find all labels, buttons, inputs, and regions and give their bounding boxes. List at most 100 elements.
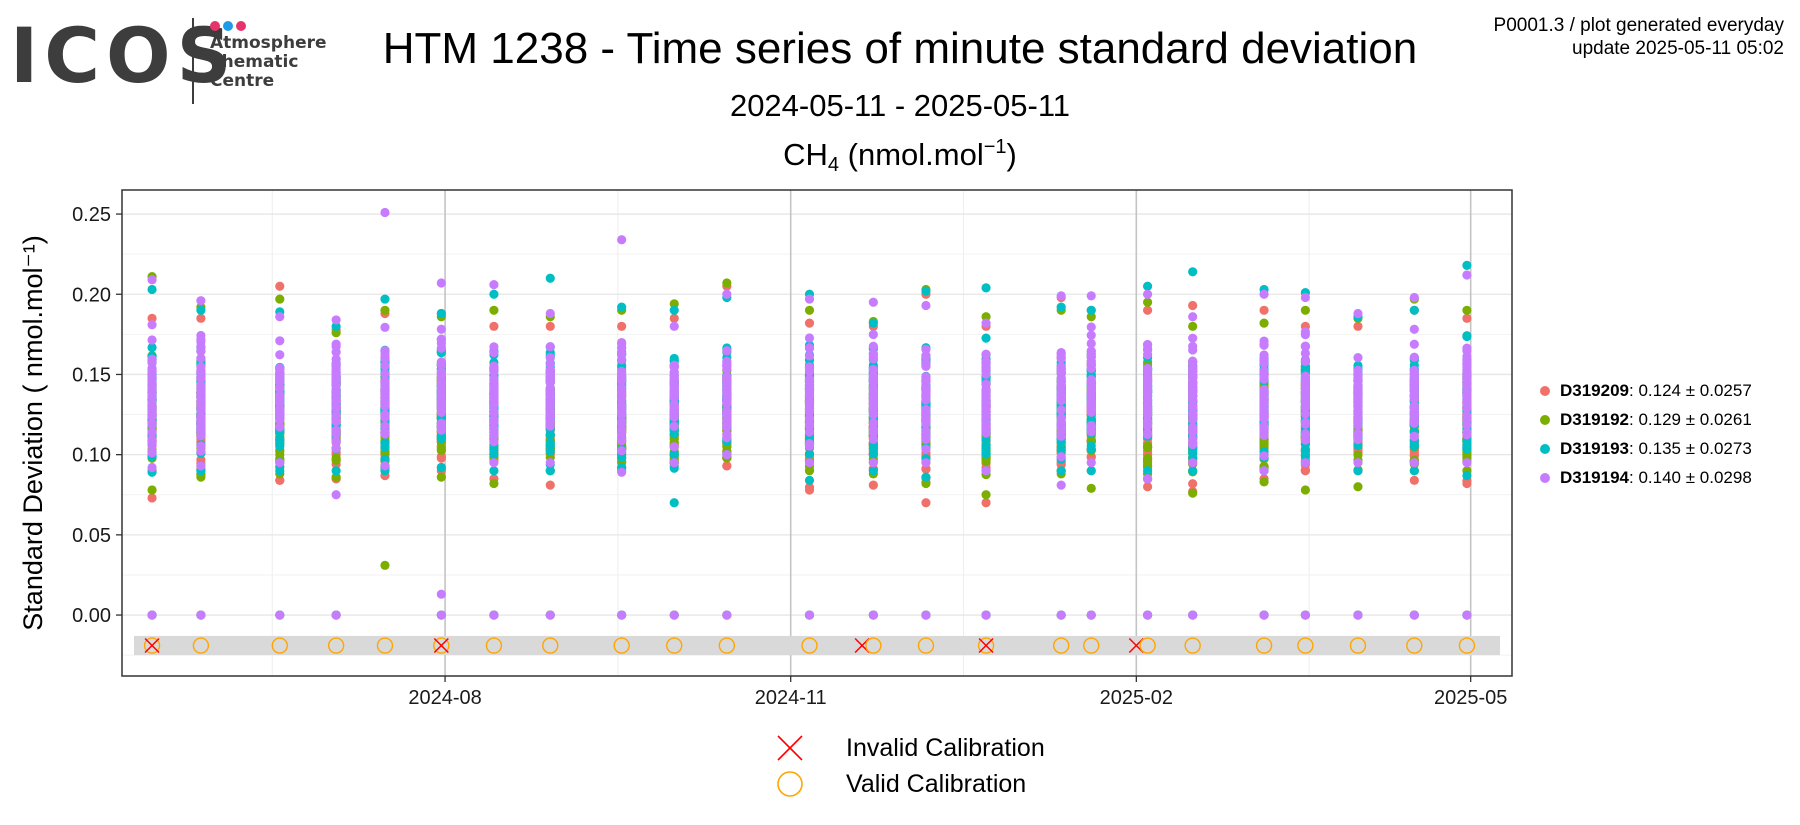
data-point [196, 416, 206, 426]
data-point [489, 478, 499, 489]
data-point [868, 318, 878, 328]
data-point [921, 415, 931, 425]
data-point [196, 296, 206, 306]
data-point [1188, 408, 1198, 418]
data-point [489, 380, 499, 390]
data-point [1462, 260, 1472, 270]
data-point [436, 472, 446, 482]
data-point [1056, 452, 1066, 462]
data-point [147, 363, 157, 374]
data-point [196, 461, 206, 471]
valid-calibration-marker [1458, 637, 1476, 654]
panel-title-close: ) [1006, 137, 1017, 172]
data-point [380, 461, 390, 471]
calibration-markers [143, 637, 1476, 654]
data-point [489, 423, 499, 434]
data-point [1056, 354, 1066, 364]
legend-dot-icon [1540, 414, 1550, 425]
grid [122, 190, 1512, 676]
data-point [1086, 458, 1096, 468]
data-point [489, 363, 499, 373]
data-point [380, 322, 390, 332]
data-point [1462, 444, 1472, 454]
data-point [1188, 610, 1198, 620]
data-point [804, 482, 815, 492]
data-point [1259, 389, 1269, 399]
data-point [1259, 477, 1269, 487]
data-point [1259, 339, 1269, 350]
data-point [1259, 426, 1269, 437]
data-point [275, 312, 285, 322]
data-point [436, 402, 446, 412]
data-point [436, 376, 446, 386]
data-point [1142, 289, 1153, 299]
data-point [380, 384, 390, 394]
data-point [436, 444, 446, 454]
x-tick-label: 2025-02 [1100, 687, 1173, 709]
data-point [921, 478, 931, 489]
data-point [921, 344, 931, 354]
data-point [1300, 356, 1310, 367]
data-point [981, 498, 991, 508]
data-point [669, 313, 679, 323]
data-point [436, 434, 446, 444]
icos-logo: ICOS Atmosphere Thematic Centre [10, 14, 330, 106]
data-point [436, 334, 446, 345]
data-point [981, 384, 991, 394]
logo-dot [210, 21, 220, 31]
legend-series-stats: : 0.129 ± 0.0261 [1629, 409, 1752, 429]
valid-calibration-marker [865, 637, 882, 654]
data-point [804, 441, 815, 451]
data-point [1056, 291, 1066, 301]
data-point [147, 610, 157, 620]
data-point [722, 610, 732, 620]
data-point [196, 362, 206, 372]
data-point [380, 305, 390, 315]
data-point [1409, 305, 1419, 315]
data-point [275, 370, 285, 380]
valid-calibration-marker [718, 637, 736, 654]
data-point [1188, 427, 1198, 437]
data-point [1142, 305, 1153, 315]
data-point [617, 405, 627, 415]
data-point [489, 321, 499, 331]
data-point [921, 300, 931, 311]
data-point [669, 442, 679, 452]
data-point [722, 415, 732, 425]
data-point [275, 422, 285, 432]
data-point [804, 343, 815, 353]
data-point [617, 467, 627, 477]
data-point [868, 373, 878, 383]
valid-calibration-marker [542, 637, 559, 654]
valid-calibration-marker [143, 637, 161, 654]
y-tick-label: 0.20 [72, 284, 111, 306]
data-point [1409, 292, 1419, 303]
data-point [1462, 610, 1472, 620]
data-point [1056, 466, 1066, 476]
data-point [1300, 610, 1310, 620]
data-point [1188, 333, 1198, 343]
data-point [1142, 453, 1153, 463]
data-point [147, 392, 157, 402]
data-point [1056, 418, 1066, 428]
data-point [545, 321, 555, 331]
data-point [1462, 470, 1472, 481]
valid-calibration-marker [1184, 637, 1201, 654]
data-point [380, 454, 390, 464]
valid-calibration-marker [613, 637, 630, 654]
data-point [1409, 466, 1419, 476]
data-point [1086, 466, 1096, 476]
data-point [1086, 377, 1096, 387]
data-point [147, 448, 157, 458]
data-point [921, 458, 931, 468]
data-point [1353, 458, 1363, 468]
data-point [921, 498, 931, 508]
logo-caption-line: Thematic [210, 52, 299, 72]
logo-caption-line: Centre [210, 71, 275, 91]
data-point [147, 284, 157, 295]
legend-series-name: D319192 [1560, 409, 1630, 429]
data-point [804, 413, 815, 424]
chart-subtitle: 2024-05-11 - 2025-05-11 [729, 88, 1071, 123]
data-point [921, 610, 931, 620]
data-point [1409, 439, 1419, 449]
